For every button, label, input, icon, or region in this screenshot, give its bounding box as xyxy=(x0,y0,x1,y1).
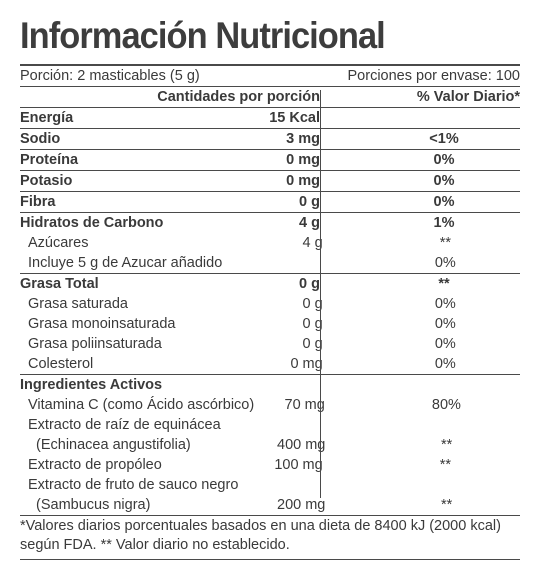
row-amount xyxy=(228,475,325,495)
row-name: Extracto de fruto de sauco negro xyxy=(28,477,239,493)
table-row: Sodio 3 mg <1% xyxy=(20,129,520,150)
table-row: Grasa poliinsaturada 0 g 0% xyxy=(20,334,520,354)
row-name: (Echinacea angustifolia) xyxy=(36,437,191,453)
row-name: Azúcares xyxy=(28,235,89,251)
column-divider-amount xyxy=(320,90,321,498)
row-amount: 15 Kcal xyxy=(269,110,320,126)
row-name: Vitamina C (como Ácido ascórbico) xyxy=(28,397,255,413)
table-row: Fibra 0 g 0% xyxy=(20,192,520,213)
footnote-line-2: según FDA. ** Valor diario no establecid… xyxy=(20,537,290,553)
table-row: Proteína 0 mg 0% xyxy=(20,150,520,171)
table-row: Energía 15 Kcal xyxy=(20,108,520,129)
header-daily-value: % Valor Diario* xyxy=(416,89,520,105)
table-row: Colesterol 0 mg 0% xyxy=(20,354,520,375)
row-dv: ** xyxy=(441,497,453,513)
row-dv: 0% xyxy=(433,194,455,210)
row-dv: 0% xyxy=(433,173,455,189)
row-dv: 80% xyxy=(431,397,461,413)
row-amount xyxy=(220,375,320,395)
row-amount: 0 g xyxy=(302,316,323,332)
table-row: Potasio 0 mg 0% xyxy=(20,171,520,192)
row-dv: 0% xyxy=(434,356,456,372)
table-row: (Echinacea angustifolia) 400 mg ** xyxy=(20,435,520,455)
footnote: *Valores diarios porcentuales basados en… xyxy=(20,516,520,560)
row-name: Energía xyxy=(20,110,74,126)
row-amount: 400 mg xyxy=(277,437,326,453)
row-dv: ** xyxy=(438,276,450,292)
row-amount: 70 mg xyxy=(284,397,325,413)
footnote-line-1: *Valores diarios porcentuales basados en… xyxy=(20,518,501,534)
row-name: Grasa saturada xyxy=(28,296,128,312)
row-amount: 0 g xyxy=(302,336,323,352)
row-name: Fibra xyxy=(20,194,56,210)
row-name: Sodio xyxy=(20,131,61,147)
table-row: (Sambucus nigra) 200 mg ** xyxy=(20,495,520,516)
row-name: Grasa Total xyxy=(20,276,99,292)
table-row: Hidratos de Carbono 4 g 1% xyxy=(20,213,520,233)
row-dv xyxy=(320,375,520,395)
row-dv: 0% xyxy=(434,336,456,352)
table-row: Ingredientes Activos xyxy=(20,375,520,395)
table-row: Grasa saturada 0 g 0% xyxy=(20,294,520,314)
table-row: Vitamina C (como Ácido ascórbico) 70 mg 80… xyxy=(20,395,520,415)
row-name: Grasa poliinsaturada xyxy=(28,336,162,352)
page-title: Información Nutricional xyxy=(20,15,386,56)
row-dv: ** xyxy=(439,457,451,473)
row-name: Ingredientes Activos xyxy=(20,377,163,393)
table-row: Incluye 5 g de Azucar añadido 0% xyxy=(20,253,520,274)
table-row: Grasa Total 0 g ** xyxy=(20,274,520,294)
table-header: Cantidades por porción % Valor Diario* xyxy=(20,86,520,108)
row-dv: 1% xyxy=(433,215,455,231)
row-dv: ** xyxy=(439,235,451,251)
row-dv: <1% xyxy=(429,131,459,147)
row-name: Colesterol xyxy=(28,356,94,372)
row-amount: 4 g xyxy=(302,235,323,251)
serving-info: Porción: 2 masticables (5 g) Porciones p… xyxy=(20,66,520,86)
row-dv: ** xyxy=(441,437,453,453)
row-name: Grasa monoinsaturada xyxy=(28,316,176,332)
row-dv: 0% xyxy=(434,255,456,271)
row-amount: 0 mg xyxy=(290,356,323,372)
row-amount: 0 g xyxy=(299,194,320,210)
row-dv xyxy=(323,415,520,435)
nutrition-facts-panel: Información Nutricional Porción: 2 masti… xyxy=(20,14,520,560)
row-dv: 0% xyxy=(433,152,455,168)
row-dv: 0% xyxy=(434,296,456,312)
header-amount: Cantidades por porción xyxy=(157,89,320,105)
row-amount: 0 mg xyxy=(286,173,320,189)
row-dv xyxy=(320,108,520,128)
row-name: Proteína xyxy=(20,152,79,168)
row-dv: 0% xyxy=(434,316,456,332)
row-amount: 100 mg xyxy=(274,457,323,473)
row-dv xyxy=(325,475,520,495)
row-amount: 0 g xyxy=(299,276,320,292)
servings-per-container: Porciones por envase: 100 xyxy=(347,68,521,84)
row-amount: 0 g xyxy=(302,296,323,312)
table-row: Grasa monoinsaturada 0 g 0% xyxy=(20,314,520,334)
row-amount xyxy=(224,415,322,435)
row-name: (Sambucus nigra) xyxy=(36,497,151,513)
table-row: Extracto de propóleo 100 mg ** xyxy=(20,455,520,475)
row-name: Extracto de propóleo xyxy=(28,457,162,473)
row-name: Incluye 5 g de Azucar añadido xyxy=(28,255,223,271)
top-divider xyxy=(20,64,520,66)
table-row: Extracto de raíz de equinácea xyxy=(20,415,520,435)
table-row: Extracto de fruto de sauco negro xyxy=(20,475,520,495)
portion-size: Porción: 2 masticables (5 g) xyxy=(20,68,200,84)
row-amount: 200 mg xyxy=(277,497,326,513)
row-name: Hidratos de Carbono xyxy=(20,215,164,231)
row-amount: 3 mg xyxy=(286,131,320,147)
row-amount xyxy=(224,253,322,273)
row-amount: 4 g xyxy=(299,215,320,231)
row-amount: 0 mg xyxy=(286,152,320,168)
row-name: Potasio xyxy=(20,173,73,189)
row-name: Extracto de raíz de equinácea xyxy=(28,417,221,433)
table-row: Azúcares 4 g ** xyxy=(20,233,520,253)
